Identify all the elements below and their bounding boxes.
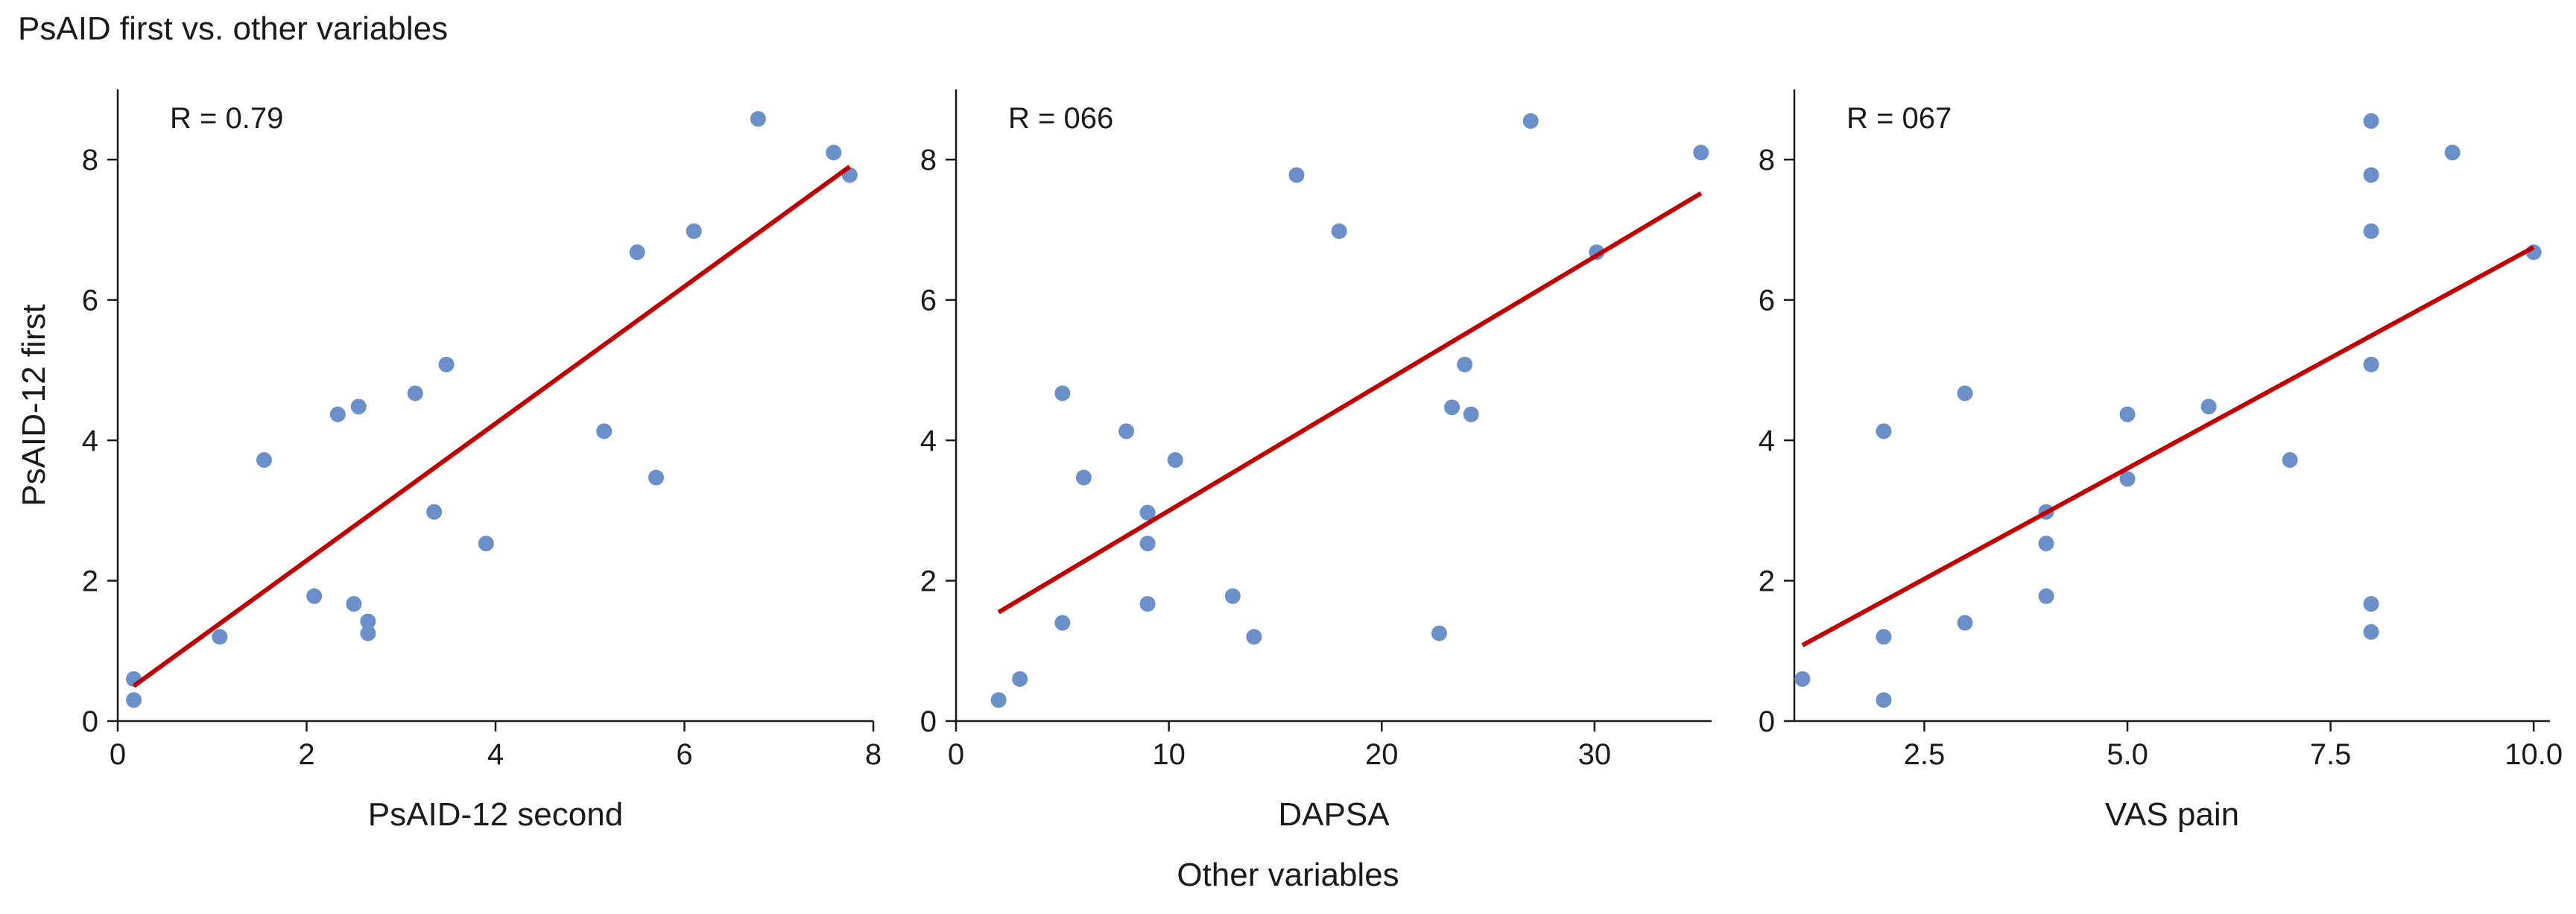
x-tick-label: 20 bbox=[1365, 738, 1399, 771]
data-point bbox=[2038, 588, 2054, 604]
data-point bbox=[1457, 356, 1473, 372]
y-tick-label: 8 bbox=[82, 144, 98, 177]
data-point bbox=[750, 111, 766, 127]
data-point bbox=[1012, 670, 1028, 687]
x-axis-label: VAS pain bbox=[2105, 796, 2239, 833]
data-point bbox=[329, 406, 346, 422]
data-point bbox=[2119, 471, 2136, 487]
data-point bbox=[1463, 406, 1479, 422]
correlation-annotation: R = 066 bbox=[1008, 102, 1113, 135]
y-tick-label: 6 bbox=[1759, 285, 1775, 317]
data-point bbox=[360, 625, 376, 641]
data-point bbox=[648, 469, 664, 486]
data-point bbox=[826, 145, 842, 161]
data-point bbox=[478, 536, 494, 552]
x-axis-label: PsAID-12 second bbox=[368, 796, 623, 833]
y-tick-label: 6 bbox=[82, 285, 98, 317]
data-point bbox=[1224, 588, 1241, 604]
data-point bbox=[1876, 423, 1892, 439]
data-point bbox=[1431, 625, 1447, 641]
data-point bbox=[596, 423, 613, 439]
data-point bbox=[1054, 615, 1071, 631]
x-tick-label: 5.0 bbox=[2107, 738, 2148, 771]
y-tick-label: 0 bbox=[920, 705, 937, 738]
data-point bbox=[1139, 536, 1156, 552]
data-point bbox=[1876, 692, 1892, 708]
x-tick-label: 0 bbox=[948, 738, 964, 771]
regression-line bbox=[1801, 245, 2535, 647]
data-point bbox=[346, 596, 362, 612]
data-point bbox=[2200, 399, 2217, 415]
y-tick-label: 4 bbox=[82, 425, 98, 457]
x-tick-label: 10.0 bbox=[2504, 738, 2563, 771]
data-point bbox=[438, 356, 455, 372]
data-point bbox=[2363, 623, 2379, 640]
y-tick-label: 4 bbox=[1759, 425, 1775, 457]
x-tick-label: 6 bbox=[676, 738, 692, 771]
data-point bbox=[2282, 451, 2298, 468]
data-point bbox=[306, 588, 323, 604]
y-tick-label: 8 bbox=[1759, 144, 1775, 177]
y-tick-label: 2 bbox=[1759, 565, 1775, 598]
y-tick-label: 0 bbox=[82, 705, 98, 738]
x-tick-label: 8 bbox=[865, 738, 882, 771]
x-tick-label: 4 bbox=[487, 738, 504, 771]
y-tick-label: 6 bbox=[920, 285, 937, 317]
y-tick-label: 2 bbox=[920, 565, 937, 598]
data-point bbox=[1522, 112, 1539, 129]
data-point bbox=[1876, 629, 1892, 645]
data-point bbox=[2038, 536, 2054, 552]
y-tick-label: 4 bbox=[920, 425, 937, 457]
data-point bbox=[2363, 223, 2379, 239]
data-point bbox=[426, 504, 443, 520]
correlation-annotation: R = 067 bbox=[1846, 102, 1952, 135]
data-point bbox=[1054, 385, 1071, 402]
x-tick-label: 0 bbox=[110, 738, 126, 771]
data-point bbox=[1246, 629, 1262, 645]
regression-line bbox=[132, 165, 852, 688]
y-axis-label: PsAID-12 first bbox=[16, 304, 52, 506]
x-tick-label: 2.5 bbox=[1904, 738, 1946, 771]
correlation-annotation: R = 0.79 bbox=[170, 102, 283, 135]
data-point bbox=[2363, 167, 2379, 183]
data-point bbox=[1167, 451, 1183, 468]
x-tick-label: 7.5 bbox=[2310, 738, 2352, 771]
data-point bbox=[2363, 356, 2379, 372]
data-point bbox=[126, 692, 142, 708]
data-point bbox=[1075, 469, 1092, 486]
x-tick-label: 30 bbox=[1578, 738, 1612, 771]
regression-line bbox=[997, 191, 1703, 615]
data-point bbox=[1957, 615, 1973, 631]
data-point bbox=[407, 385, 423, 402]
data-point bbox=[1794, 670, 1811, 687]
data-point bbox=[2444, 145, 2461, 161]
data-point bbox=[629, 244, 645, 261]
y-tick-label: 2 bbox=[82, 565, 98, 598]
data-point bbox=[2363, 596, 2379, 612]
data-point bbox=[1288, 167, 1305, 183]
data-point bbox=[1139, 504, 1156, 521]
data-point bbox=[990, 692, 1007, 708]
data-point bbox=[1331, 223, 1347, 239]
data-point bbox=[350, 399, 367, 415]
figure-title: PsAID first vs. other variables bbox=[18, 10, 449, 47]
data-point bbox=[256, 451, 272, 468]
x-axis-label: DAPSA bbox=[1278, 796, 1390, 833]
data-point bbox=[1139, 596, 1156, 612]
data-point bbox=[1444, 399, 1461, 416]
x-tick-label: 2 bbox=[298, 738, 314, 771]
data-point bbox=[1693, 145, 1709, 161]
data-point bbox=[360, 613, 376, 629]
data-point bbox=[2119, 406, 2136, 422]
data-point bbox=[686, 223, 702, 239]
data-point bbox=[2363, 112, 2379, 129]
y-tick-label: 8 bbox=[920, 144, 937, 177]
figure-xlabel: Other variables bbox=[1177, 857, 1399, 893]
x-tick-label: 10 bbox=[1152, 738, 1186, 771]
data-point bbox=[212, 629, 228, 645]
y-tick-label: 0 bbox=[1759, 705, 1775, 738]
data-point bbox=[1118, 423, 1135, 439]
data-point bbox=[1957, 385, 1973, 402]
